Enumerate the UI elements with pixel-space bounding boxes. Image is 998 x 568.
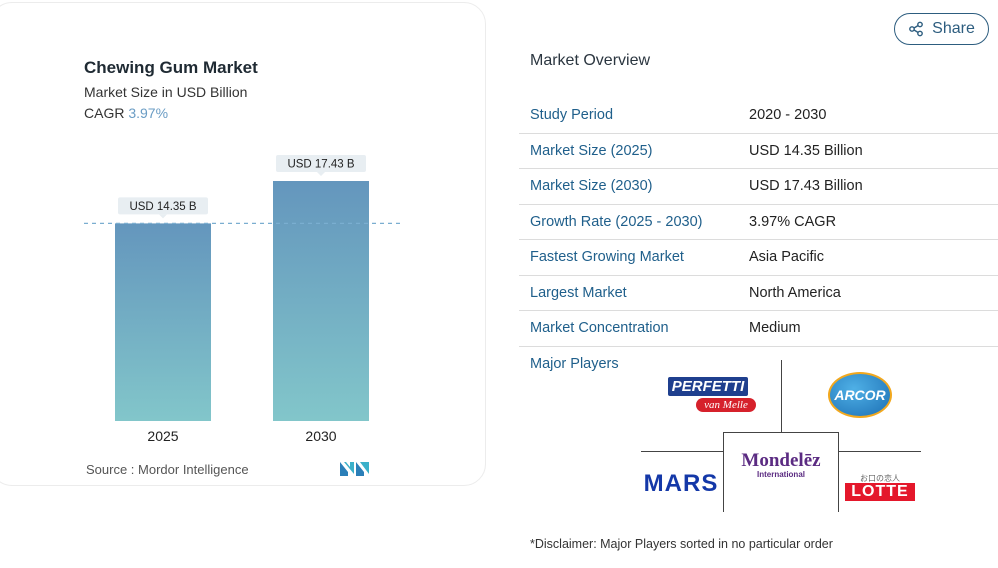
row-value: Medium (749, 320, 801, 337)
chart-subtitle: Market Size in USD Billion (84, 84, 248, 100)
table-row: Market Concentration Medium (519, 311, 998, 347)
mondelez-sub-text: International (756, 469, 805, 479)
table-row: Market Size (2025) USD 14.35 Billion (519, 134, 998, 169)
disclaimer: *Disclaimer: Major Players sorted in no … (530, 537, 833, 551)
divider (839, 451, 921, 452)
mondelez-box (723, 432, 839, 512)
row-value: Asia Pacific (749, 249, 824, 266)
x-tick-label: 2030 (305, 428, 336, 444)
mordor-logo-icon (340, 462, 369, 476)
row-key: Fastest Growing Market (530, 249, 684, 266)
table-row: Study Period 2020 - 2030 (519, 98, 998, 134)
chart-title: Chewing Gum Market (84, 58, 258, 77)
divider (781, 360, 782, 432)
share-button[interactable]: Share (894, 13, 989, 45)
major-players-label: Major Players (530, 356, 619, 372)
mars-logo: MARS (644, 468, 718, 500)
bar-chart: USD 14.35 B 2025 USD 17.43 B 2030 (84, 155, 404, 444)
arcor-text: ARCOR (834, 387, 886, 403)
table-row: Growth Rate (2025 - 2030) 3.97% CAGR (519, 205, 998, 240)
data-label-pointer (159, 214, 167, 219)
perfetti-text: PERFETTI (667, 376, 749, 396)
chart-source: Source : Mordor Intelligence (86, 462, 249, 477)
x-tick-label: 2025 (147, 428, 178, 444)
chart-card (0, 2, 486, 486)
row-key: Growth Rate (2025 - 2030) (530, 213, 703, 230)
table-row: Largest Market North America (519, 276, 998, 311)
row-key: Largest Market (530, 284, 627, 301)
mondelez-text: Mondelēz (741, 449, 821, 471)
vanmelle-text: van Melle (696, 397, 756, 412)
divider (641, 451, 723, 452)
row-key: Market Concentration (530, 320, 669, 337)
lotte-logo: お口の恋人 LOTTE (840, 472, 920, 502)
share-icon (909, 21, 924, 37)
lotte-text: LOTTE (845, 482, 915, 501)
cagr-label: CAGR (84, 105, 125, 121)
row-value: 3.97% CAGR (749, 213, 837, 230)
overview-table: Study Period 2020 - 2030 Market Size (20… (519, 98, 998, 347)
table-row: Market Size (2030) USD 17.43 Billion (519, 169, 998, 205)
data-label-badge (118, 197, 208, 215)
cagr-value: 3.97% (128, 105, 169, 121)
lotte-small-text: お口の恋人 (860, 473, 900, 483)
data-label: USD 14.35 B (129, 201, 196, 213)
mondelez-logo: Mondelēz International (725, 448, 837, 482)
data-label-badge (276, 155, 366, 172)
bar (273, 181, 369, 421)
perfetti-logo: PERFETTI van Melle (654, 372, 762, 416)
chart-cagr: CAGR 3.97% (84, 105, 168, 121)
row-key: Market Size (2025) (530, 142, 653, 159)
arcor-logo: ARCOR (828, 372, 892, 418)
row-key: Study Period (530, 107, 614, 124)
row-value: USD 17.43 Billion (749, 178, 863, 195)
table-row: Fastest Growing Market Asia Pacific (519, 240, 998, 276)
data-label-pointer (317, 172, 325, 176)
market-overview-title: Market Overview (530, 52, 651, 69)
row-value: North America (749, 284, 841, 301)
mars-text: MARS (643, 470, 719, 497)
row-value: 2020 - 2030 (749, 107, 827, 124)
bar (115, 223, 211, 421)
share-label: Share (932, 20, 975, 37)
data-label: USD 17.43 B (287, 159, 354, 171)
row-key: Market Size (2030) (530, 178, 653, 195)
row-value: USD 14.35 Billion (749, 142, 863, 159)
